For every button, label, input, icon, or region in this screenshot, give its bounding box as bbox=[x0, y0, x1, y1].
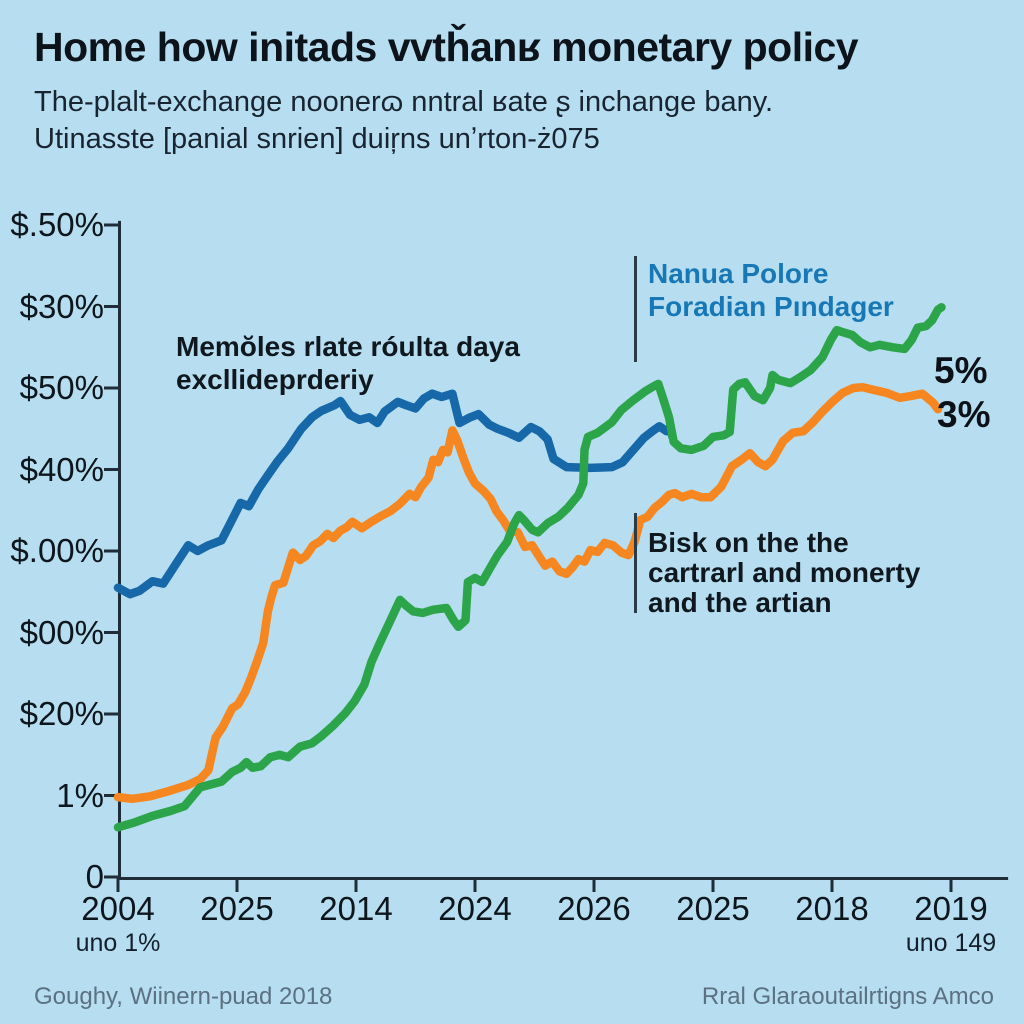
series-line-orange bbox=[113, 382, 943, 804]
annotation-blue-series: Nanua Polore Foradian Pındager bbox=[648, 258, 894, 322]
x-tick-label: 2024 bbox=[438, 890, 512, 927]
y-tick-label: $00% bbox=[19, 613, 104, 651]
y-tick-label: $50% bbox=[19, 369, 104, 406]
chart-title: Home how initads vvtȟanʁ monetary policy bbox=[34, 24, 859, 70]
x-tick-label: 2026 bbox=[557, 890, 631, 927]
x-sub-label: uno 1% bbox=[75, 929, 161, 957]
y-tick-label: $20% bbox=[19, 695, 104, 732]
y-tick-label: 0 bbox=[85, 858, 104, 895]
end-value-label-bottom: 3% bbox=[937, 394, 991, 435]
x-tick-label: 2019 bbox=[914, 890, 988, 927]
annotation-left: Memŏles rlate róulta daya excllideprderi… bbox=[176, 331, 520, 395]
y-tick-label: $30% bbox=[19, 287, 104, 325]
y-tick-label: $.00% bbox=[10, 532, 104, 569]
x-tick-label: 2025 bbox=[676, 890, 750, 927]
y-tick-label: $40% bbox=[19, 450, 104, 488]
y-tick-label: $.50% bbox=[10, 206, 104, 243]
series-line-green bbox=[113, 303, 946, 832]
x-tick-label: 2014 bbox=[319, 890, 393, 927]
x-sub-label: uno 149 bbox=[905, 929, 997, 957]
y-tick-label: 1% bbox=[56, 776, 104, 814]
source-credit-left: Goughy, Wiinern-puad 2018 bbox=[34, 983, 333, 1010]
chart-subtitle: The-plalt-exchange noonerɷ nntral ʁate ʂ… bbox=[34, 86, 774, 155]
series-line-blue bbox=[113, 389, 677, 599]
x-tick-label: 2004 bbox=[81, 890, 155, 927]
x-tick-label: 2018 bbox=[795, 890, 869, 927]
annotation-pointer-line-right bbox=[634, 513, 637, 613]
end-value-label-top: 5% bbox=[934, 350, 988, 391]
annotation-right: Bisk on the the cartrarl and monerty and… bbox=[648, 527, 921, 618]
x-tick-label: 2025 bbox=[200, 890, 274, 927]
source-credit-right: Rral Glaraoutailrtigns Amco bbox=[701, 983, 994, 1010]
annotation-pointer-line-blue bbox=[634, 256, 637, 362]
